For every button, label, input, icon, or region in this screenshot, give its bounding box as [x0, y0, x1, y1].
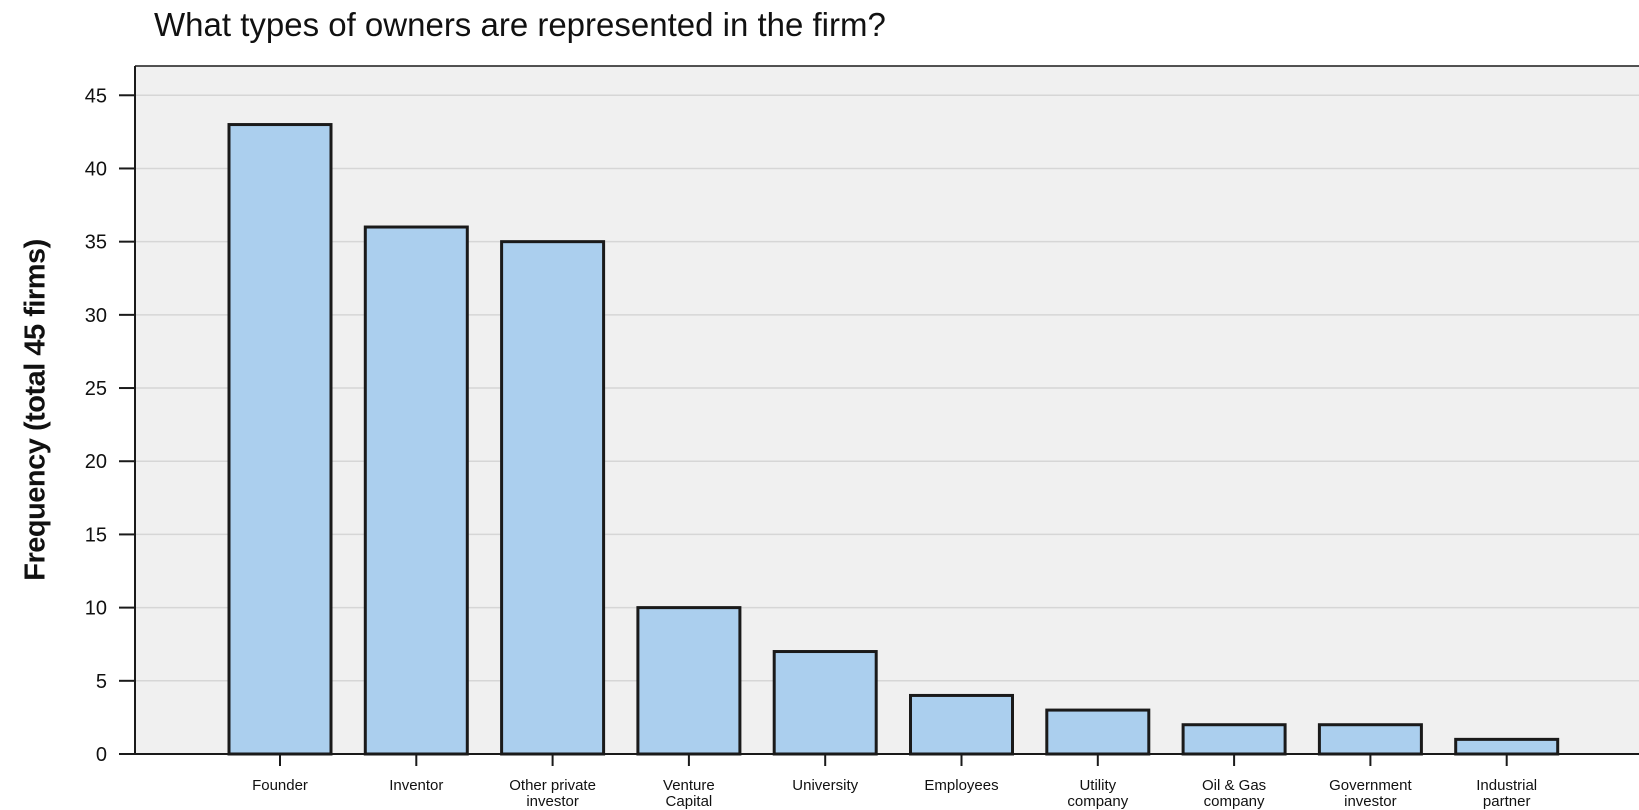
- y-tick-label-15: 15: [85, 524, 107, 546]
- y-tick-label-45: 45: [85, 85, 107, 107]
- x-tick-label-9-0: Industrial: [1476, 777, 1537, 794]
- x-tick-label-8-1: investor: [1344, 793, 1397, 810]
- x-tick-label-6-0: Utility: [1079, 777, 1116, 794]
- y-tick-label-40: 40: [85, 158, 107, 180]
- bar-0: [227, 123, 333, 756]
- y-tick-label-30: 30: [85, 305, 107, 327]
- y-tick-label-10: 10: [85, 598, 107, 620]
- x-tick-label-4-0: University: [792, 777, 858, 794]
- y-tick-label-25: 25: [85, 378, 107, 400]
- x-tick-label-3-1: Capital: [666, 793, 713, 810]
- x-tick-label-6-1: company: [1067, 793, 1128, 810]
- bar-2: [500, 240, 606, 756]
- bar-5: [909, 693, 1014, 756]
- bar-7: [1181, 723, 1287, 756]
- x-tick-label-0-0: Founder: [252, 777, 308, 794]
- bar-6: [1045, 708, 1151, 756]
- x-tick-label-5-0: Employees: [924, 777, 998, 794]
- bar-1: [363, 225, 469, 756]
- x-tick-label-9-1: partner: [1483, 793, 1531, 810]
- bar-9: [1454, 737, 1560, 756]
- labels: 0 5 10 15 20 25 30 35 40 45 Founder Inventor Other p…: [85, 85, 1537, 810]
- x-tick-label-3-0: Venture: [663, 777, 715, 794]
- y-tick-label-20: 20: [85, 451, 107, 473]
- y-tick-label-0: 0: [96, 744, 107, 766]
- x-tick-label-2-0: Other private: [509, 777, 596, 794]
- x-tick-label-2-1: investor: [526, 793, 579, 810]
- bar-4: [772, 650, 878, 756]
- bar-8: [1317, 723, 1423, 756]
- chart-title: What types of owners are represented in …: [154, 6, 886, 43]
- x-tick-label-1-0: Inventor: [389, 777, 443, 794]
- y-tick-label-5: 5: [96, 671, 107, 693]
- bar-3: [636, 606, 742, 756]
- axes: [119, 65, 1639, 766]
- y-tick-label-35: 35: [85, 232, 107, 254]
- bars: [227, 123, 1560, 756]
- x-tick-label-7-1: company: [1204, 793, 1265, 810]
- x-tick-label-8-0: Government: [1329, 777, 1412, 794]
- x-tick-label-7-0: Oil & Gas: [1202, 777, 1266, 794]
